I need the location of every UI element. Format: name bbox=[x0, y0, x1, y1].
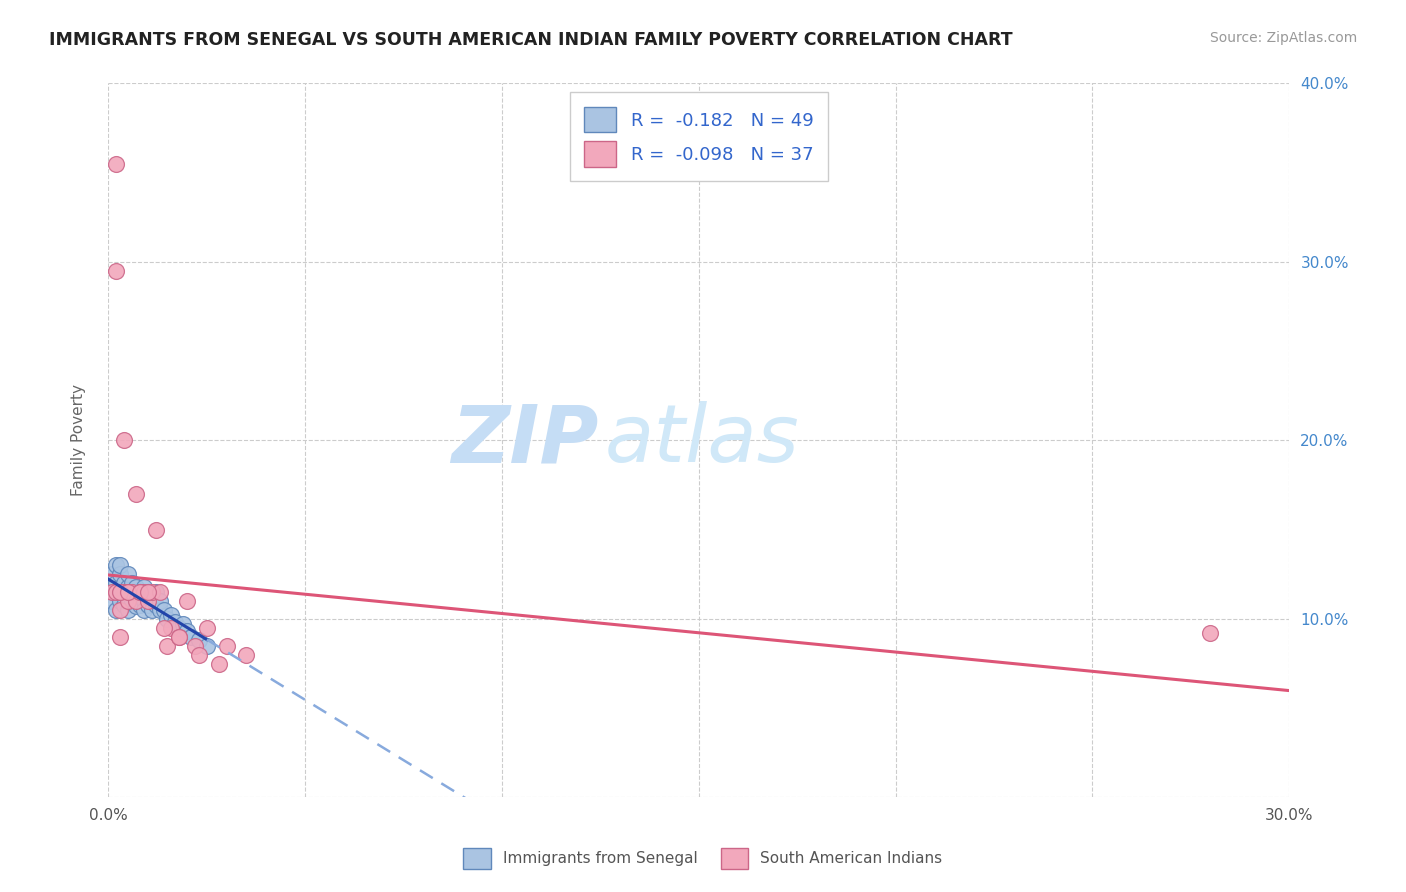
Point bbox=[129, 598, 152, 612]
Point bbox=[105, 585, 128, 599]
Point bbox=[121, 576, 143, 591]
Point bbox=[110, 594, 132, 608]
Point bbox=[105, 157, 128, 171]
Point bbox=[121, 594, 143, 608]
Point bbox=[117, 585, 139, 599]
Point bbox=[136, 591, 159, 605]
Point bbox=[208, 657, 231, 671]
Point bbox=[129, 585, 152, 599]
Point bbox=[110, 567, 132, 582]
Point bbox=[165, 615, 187, 630]
Point bbox=[145, 585, 167, 599]
Point bbox=[1199, 626, 1222, 640]
Point bbox=[117, 594, 139, 608]
Point bbox=[105, 603, 128, 617]
Point bbox=[195, 639, 218, 653]
Text: IMMIGRANTS FROM SENEGAL VS SOUTH AMERICAN INDIAN FAMILY POVERTY CORRELATION CHAR: IMMIGRANTS FROM SENEGAL VS SOUTH AMERICA… bbox=[49, 31, 1012, 49]
Point bbox=[110, 603, 132, 617]
Point bbox=[184, 639, 207, 653]
Point bbox=[112, 434, 135, 448]
Point bbox=[112, 585, 135, 599]
Point bbox=[195, 621, 218, 635]
Point bbox=[132, 580, 155, 594]
Point bbox=[121, 585, 143, 599]
Point bbox=[180, 630, 202, 644]
Point bbox=[149, 585, 172, 599]
Point bbox=[141, 594, 163, 608]
Point bbox=[160, 621, 183, 635]
Point bbox=[141, 603, 163, 617]
Point bbox=[136, 585, 159, 599]
Point bbox=[121, 585, 143, 599]
Point bbox=[136, 598, 159, 612]
Point bbox=[125, 594, 148, 608]
Point bbox=[169, 621, 191, 635]
Point bbox=[125, 585, 148, 599]
Point bbox=[129, 591, 152, 605]
Point bbox=[125, 599, 148, 614]
Point bbox=[105, 264, 128, 278]
Point bbox=[117, 567, 139, 582]
Point bbox=[125, 580, 148, 594]
Point bbox=[110, 580, 132, 594]
Point bbox=[136, 585, 159, 599]
Point bbox=[110, 585, 132, 599]
Point bbox=[215, 639, 238, 653]
Point bbox=[101, 585, 124, 599]
Legend: R =  -0.182   N = 49, R =  -0.098   N = 37: R = -0.182 N = 49, R = -0.098 N = 37 bbox=[569, 93, 828, 181]
Point bbox=[149, 603, 172, 617]
Point bbox=[112, 598, 135, 612]
Point bbox=[160, 608, 183, 623]
Point bbox=[176, 624, 198, 639]
Point bbox=[105, 585, 128, 599]
Legend: Immigrants from Senegal, South American Indians: Immigrants from Senegal, South American … bbox=[457, 841, 949, 875]
Point bbox=[101, 594, 124, 608]
Text: Source: ZipAtlas.com: Source: ZipAtlas.com bbox=[1209, 31, 1357, 45]
Point bbox=[110, 630, 132, 644]
Text: atlas: atlas bbox=[605, 401, 799, 479]
Text: ZIP: ZIP bbox=[451, 401, 599, 479]
Point bbox=[176, 594, 198, 608]
Point bbox=[105, 576, 128, 591]
Point bbox=[152, 621, 174, 635]
Point bbox=[136, 594, 159, 608]
Point bbox=[149, 594, 172, 608]
Point bbox=[156, 639, 179, 653]
Point bbox=[188, 648, 211, 662]
Point bbox=[145, 598, 167, 612]
Point bbox=[117, 585, 139, 599]
Point bbox=[156, 612, 179, 626]
Point bbox=[129, 585, 152, 599]
Point bbox=[112, 576, 135, 591]
Point bbox=[235, 648, 257, 662]
Point bbox=[169, 630, 191, 644]
Point bbox=[141, 585, 163, 599]
Point bbox=[117, 591, 139, 605]
Point bbox=[172, 617, 194, 632]
Y-axis label: Family Poverty: Family Poverty bbox=[72, 384, 86, 497]
Point bbox=[112, 585, 135, 599]
Point bbox=[145, 523, 167, 537]
Point bbox=[132, 603, 155, 617]
Point bbox=[110, 558, 132, 573]
Point bbox=[152, 603, 174, 617]
Point bbox=[117, 580, 139, 594]
Point bbox=[129, 585, 152, 599]
Point bbox=[188, 633, 211, 648]
Point bbox=[101, 567, 124, 582]
Point bbox=[169, 630, 191, 644]
Point bbox=[105, 558, 128, 573]
Point bbox=[101, 585, 124, 599]
Point bbox=[125, 487, 148, 501]
Point bbox=[117, 603, 139, 617]
Point bbox=[110, 585, 132, 599]
Point bbox=[132, 585, 155, 599]
Point bbox=[132, 594, 155, 608]
